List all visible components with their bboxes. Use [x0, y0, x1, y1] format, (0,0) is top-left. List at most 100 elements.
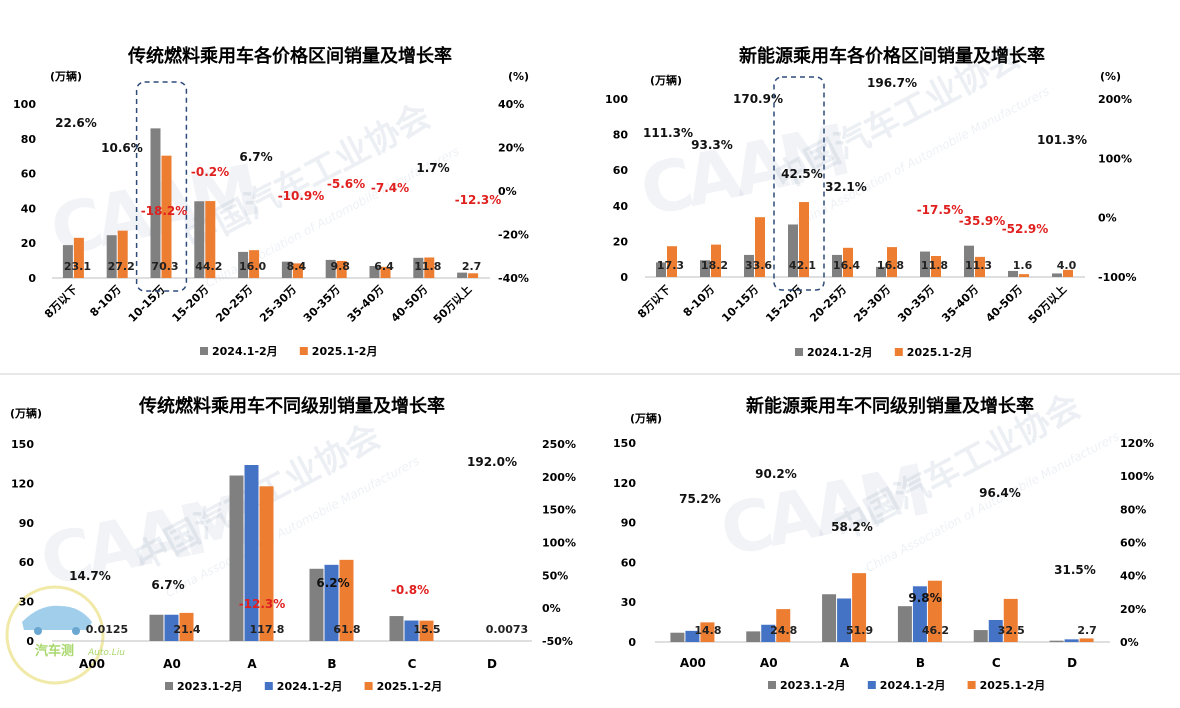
x-tick-label: A — [247, 657, 257, 671]
growth-label: 10.6% — [101, 141, 143, 155]
corner-logo: 汽车测 Auto.Liu — [5, 585, 125, 685]
y-tick-left: 30 — [621, 596, 637, 609]
y-tick-right: 0% — [1098, 212, 1117, 225]
x-tick-label: A — [840, 656, 850, 670]
data-label: 1.6 — [1013, 259, 1033, 272]
data-label: 27.2 — [108, 260, 135, 273]
x-tick-label: 40-50万 — [389, 283, 431, 325]
y-tick-right: 250% — [542, 438, 576, 451]
data-label: 61.8 — [333, 623, 360, 636]
y-tick-right: 20% — [1120, 603, 1146, 616]
bar-orange — [249, 250, 260, 278]
bar-orange — [799, 202, 809, 277]
growth-label: 31.5% — [1054, 563, 1096, 577]
x-tick-label: 8万以下 — [42, 283, 80, 321]
bar-blue — [324, 564, 339, 641]
bar-orange — [667, 246, 677, 277]
data-label: 11.3 — [965, 259, 992, 272]
legend-swatch — [894, 348, 903, 356]
growth-label: -10.9% — [278, 189, 325, 203]
y-tick-right: 0% — [498, 185, 517, 198]
legend-swatch — [299, 347, 308, 355]
y-tick-left: 120 — [613, 477, 636, 490]
logo-name: 汽车测 — [35, 643, 74, 659]
bar-orange — [887, 247, 897, 277]
data-label: 9.8 — [330, 260, 350, 273]
y-tick-left: 0 — [620, 271, 628, 284]
y-tick-left: 40 — [613, 200, 629, 213]
data-label: 2.7 — [462, 260, 482, 273]
y-tick-right: 100% — [1098, 152, 1132, 165]
bar-orange — [927, 580, 942, 642]
y-tick-left: 30 — [19, 596, 35, 609]
bar-gray — [413, 257, 424, 278]
data-label: 11.8 — [414, 260, 441, 273]
data-label: 15.5 — [413, 623, 440, 636]
bar-orange — [975, 256, 985, 277]
bar-gray — [746, 631, 761, 642]
data-label: 14.8 — [694, 624, 721, 637]
growth-label: 90.2% — [755, 467, 797, 481]
data-label: 17.3 — [657, 259, 684, 272]
bar-gray — [920, 251, 930, 277]
bar-orange — [755, 217, 765, 277]
highlight-box — [773, 76, 825, 291]
bar-gray — [788, 224, 798, 277]
data-label: 46.2 — [922, 624, 949, 637]
x-tick-label: B — [327, 657, 336, 671]
y-tick-right: 50% — [542, 569, 568, 582]
y-tick-right: 40% — [498, 98, 524, 111]
bar-gray — [876, 266, 886, 277]
legend-swatch — [165, 682, 173, 690]
data-label: 117.8 — [250, 623, 285, 636]
data-label: 23.1 — [64, 260, 91, 273]
growth-label: 58.2% — [831, 520, 873, 534]
chart-title: 传统燃料乘用车各价格区间销量及增长率 — [127, 45, 452, 67]
data-label: 2.7 — [1077, 624, 1097, 637]
growth-label: -0.2% — [191, 165, 229, 179]
bar-gray — [229, 475, 244, 641]
data-label: 51.9 — [846, 624, 873, 637]
bar-blue — [761, 624, 776, 642]
logo-sub: Auto.Liu — [87, 648, 125, 658]
y-tick-left: 60 — [21, 168, 37, 181]
y-unit-left: (万辆) — [10, 406, 42, 420]
legend-swatch — [264, 682, 273, 690]
growth-label: -5.6% — [327, 177, 365, 191]
y-tick-left: 0 — [26, 635, 34, 648]
data-label: 18.2 — [701, 259, 728, 272]
bar-gray — [1052, 273, 1062, 277]
x-tick-label: 15-20万 — [763, 283, 805, 325]
bar-orange — [179, 612, 194, 641]
y-tick-right: -50% — [542, 635, 573, 648]
bar-gray — [656, 262, 666, 277]
bar-gray — [325, 259, 336, 278]
bar-blue — [837, 598, 852, 642]
chart-title: 新能源乘用车各价格区间销量及增长率 — [739, 45, 1045, 67]
growth-label: 101.3% — [1037, 133, 1087, 147]
growth-label: 6.7% — [239, 150, 272, 164]
y-tick-right: 200% — [1098, 93, 1132, 106]
data-label: 44.2 — [195, 260, 222, 273]
growth-label: -7.4% — [371, 181, 409, 195]
x-tick-label: D — [487, 657, 497, 671]
y-tick-left: 100 — [13, 98, 36, 111]
logo-ring — [5, 585, 105, 685]
x-tick-label: 30-35万 — [895, 283, 937, 325]
y-tick-left: 60 — [613, 164, 629, 177]
data-label: 0.0125 — [86, 623, 128, 636]
bar-blue — [404, 620, 419, 641]
car-icon — [22, 605, 92, 630]
bar-orange — [205, 201, 216, 278]
data-label: 16.4 — [833, 259, 860, 272]
legend-entry: 2025.1-2月 — [907, 346, 973, 359]
x-tick-label: 50万以上 — [430, 282, 474, 326]
y-tick-left: 90 — [19, 517, 35, 530]
bar-orange — [711, 244, 721, 277]
growth-label: -12.3% — [455, 193, 502, 207]
bar-gray — [149, 614, 164, 641]
chart2-group: 新能源乘用车各价格区间销量及增长率 (万辆) (%) 0 20 40 60 80 100 -100… — [605, 45, 1137, 359]
x-tick-label: 35-40万 — [345, 283, 387, 325]
bar-gray — [62, 245, 73, 278]
y-tick-left: 90 — [621, 517, 637, 530]
